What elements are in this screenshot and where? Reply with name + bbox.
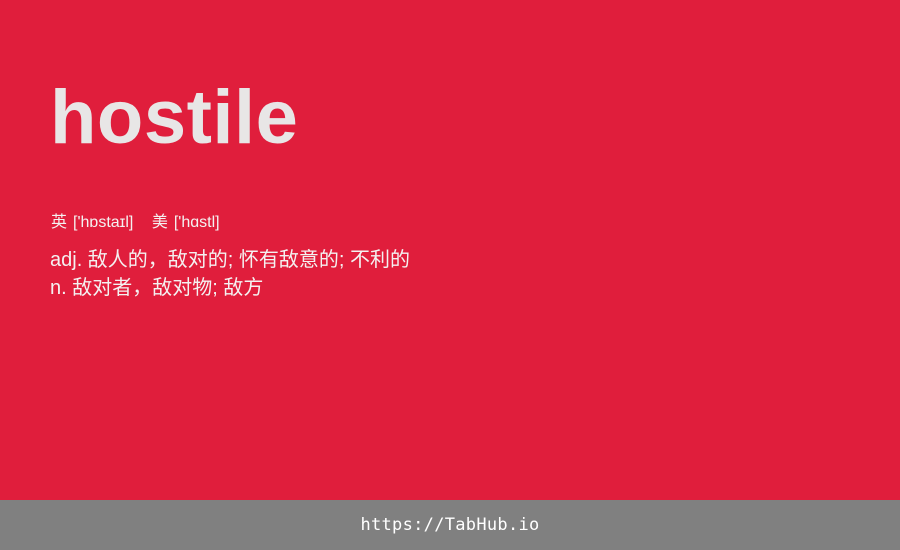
us-region-label: 美 bbox=[151, 214, 168, 231]
definition-noun: n. 敌对者，敌对物; 敌方 bbox=[50, 277, 264, 299]
uk-phonetic: ['hɒstaɪl] bbox=[73, 214, 134, 231]
tabhub-link[interactable]: https://TabHub.io bbox=[360, 515, 540, 535]
word-card: hostile 英 ['hɒstaɪl] 美 ['hɑstl] adj. 敌人的，敌… bbox=[50, 75, 411, 302]
definitions-list: adj. 敌人的，敌对的; 怀有敌意的; 不利的 n. 敌对者，敌对物; 敌方 bbox=[50, 246, 410, 302]
us-pronunciation: 美 ['hɑstl] bbox=[152, 212, 220, 234]
uk-pronunciation: 英 ['hɒstaɪl] bbox=[51, 212, 133, 234]
footer-bar: https://TabHub.io bbox=[0, 500, 900, 550]
headword: hostile bbox=[50, 75, 299, 160]
pronunciation-row: 英 ['hɒstaɪl] 美 ['hɑstl] bbox=[51, 212, 234, 234]
definition-adjective: adj. 敌人的，敌对的; 怀有敌意的; 不利的 bbox=[50, 249, 411, 271]
us-phonetic: ['hɑstl] bbox=[173, 214, 220, 231]
uk-region-label: 英 bbox=[51, 214, 68, 231]
